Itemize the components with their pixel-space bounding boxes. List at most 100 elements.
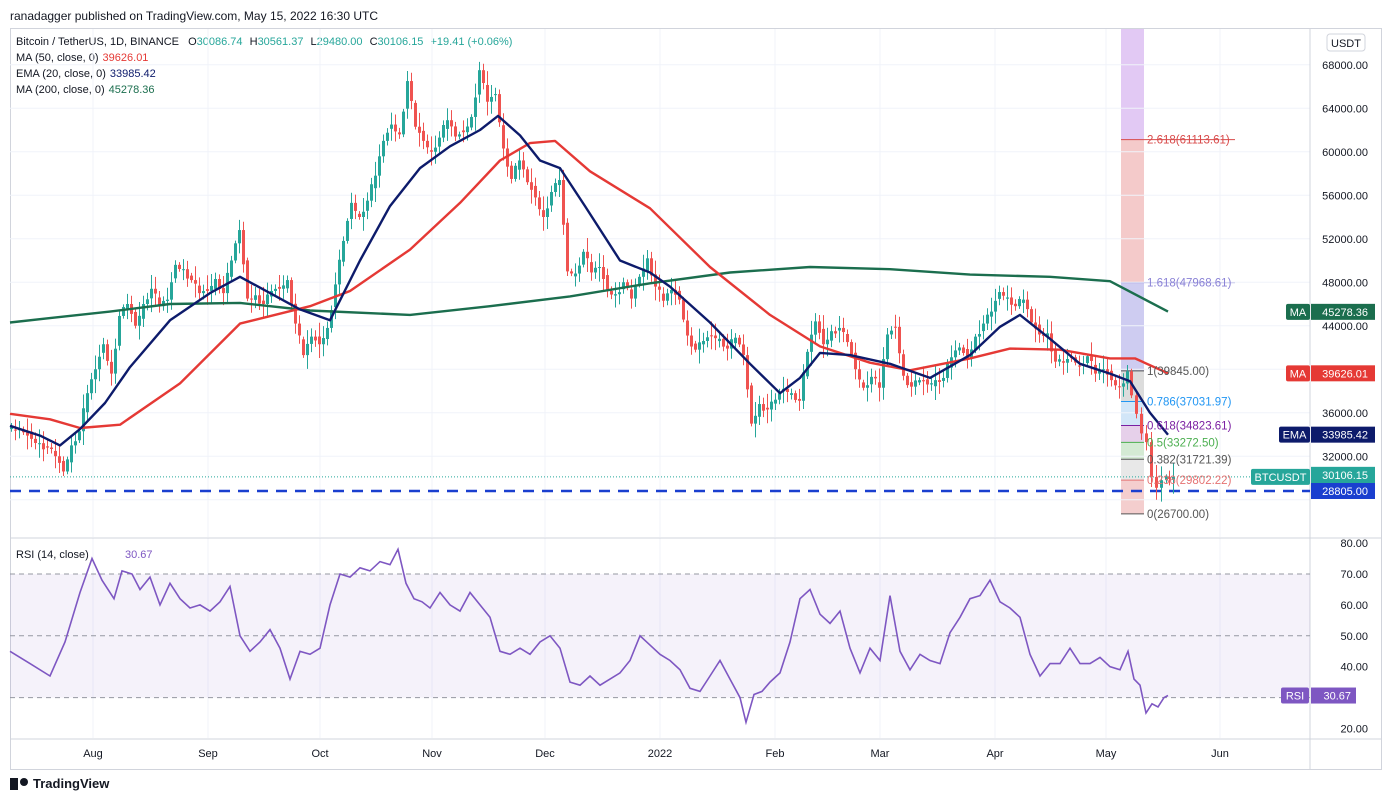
candle-body (154, 288, 157, 294)
candle-body (602, 267, 605, 279)
candle-body (978, 334, 981, 337)
candle-body (666, 293, 669, 301)
candle-body (494, 94, 497, 96)
fib-zone (1121, 139, 1144, 283)
candle-body (790, 393, 793, 395)
price-badge-value: 39626.01 (1322, 368, 1368, 380)
candle-body (1062, 361, 1065, 363)
ma200-line (9, 265, 1169, 324)
line-tag (1286, 303, 1310, 320)
candle-body (46, 446, 49, 448)
fib-zone (1121, 282, 1144, 371)
ohlc-close-label: C (369, 36, 378, 48)
candle-body (450, 120, 453, 127)
candle-body (486, 84, 489, 102)
candle-body (1098, 369, 1101, 374)
candle-body (1172, 476, 1175, 480)
candle-body (942, 377, 945, 381)
currency-badge-box[interactable] (1326, 33, 1366, 52)
candle-body (778, 393, 781, 400)
candle-body (846, 334, 849, 343)
fib-labels: 2.618(61113.61) 1.618(47968.61) 1(39845.00… (1147, 135, 1232, 521)
candle-body (1118, 386, 1121, 388)
candle-body (350, 202, 353, 219)
candle-body (1066, 359, 1069, 363)
candle-body (374, 175, 377, 189)
candle-body (866, 385, 869, 388)
candle-body (62, 460, 65, 472)
candle-body (890, 330, 893, 335)
tradingview-logo[interactable]: TradingView (10, 776, 109, 791)
candle-body (1050, 333, 1053, 352)
candle-body (254, 295, 257, 300)
candle-body (58, 456, 61, 463)
price-badge (1311, 365, 1375, 382)
line-tag (1279, 426, 1310, 443)
candle-body (814, 321, 817, 335)
candle-body (286, 280, 289, 289)
candle-body (914, 380, 917, 387)
candle-body (578, 265, 581, 274)
candle-body (1122, 383, 1125, 387)
ohlc-close: 30106.15 (377, 36, 424, 48)
candle-body (822, 328, 825, 345)
candle-body (182, 269, 185, 271)
candle-body (210, 285, 213, 291)
candle-body (582, 251, 585, 265)
rsi-value-badge-text: 30.67 (1323, 691, 1351, 703)
candle-body (326, 327, 329, 340)
candle-body (410, 81, 413, 101)
candle-body (1042, 334, 1045, 336)
candle-body (218, 278, 221, 289)
candle-body (510, 165, 513, 179)
time-tick-label: Mar (871, 748, 890, 760)
fib-label: 2.618(61113.61) (1147, 135, 1230, 147)
candle-body (938, 380, 941, 382)
line-tag (1251, 468, 1310, 485)
price-axis: 68000.00 64000.00 60000.00 56000.00 52000.00… (1322, 60, 1368, 464)
legend-ema20[interactable]: EMA (20, close, 0) 33985.42 (16, 68, 156, 80)
candle-body (446, 120, 449, 129)
price-tick-label: 36000.00 (1322, 408, 1368, 420)
candle-body (570, 271, 573, 274)
candle-body (910, 382, 913, 387)
price-tick-label: 32000.00 (1322, 451, 1368, 463)
currency-badge[interactable]: USDT (1331, 38, 1361, 50)
candle-body (806, 351, 809, 377)
candle-body (162, 300, 165, 307)
candle-body (118, 315, 121, 346)
candle-body (378, 156, 381, 176)
candle-body (842, 327, 845, 333)
candle-body (90, 379, 93, 394)
candle-body (1160, 480, 1163, 488)
candle-body (894, 326, 897, 328)
candle-body (750, 385, 753, 424)
candle-body (414, 102, 417, 127)
candle-body (794, 393, 797, 400)
candle-body (354, 202, 357, 211)
legend-ma200[interactable]: MA (200, close, 0) 45278.36 (16, 84, 155, 96)
ohlc-high: 30561.37 (257, 36, 304, 48)
legend-ma50[interactable]: MA (50, close, 0) 39626.01 (16, 52, 148, 64)
candle-body (426, 140, 429, 148)
fib-label: 0.236(29802.22) (1147, 475, 1232, 487)
rsi-line (9, 547, 1169, 726)
candle-body (622, 282, 625, 290)
candle-body (278, 286, 281, 289)
candle-body (682, 299, 685, 320)
candle-body (1054, 348, 1057, 362)
candle-body (122, 307, 125, 316)
price-tick-label: 68000.00 (1322, 60, 1368, 72)
candle-body (238, 230, 241, 244)
candle-body (94, 369, 97, 380)
fib-label: 0(26700.00) (1147, 509, 1209, 521)
candle-body (298, 323, 301, 336)
candle-body (610, 290, 613, 295)
time-tick-label: Sep (198, 748, 218, 760)
candle-body (746, 355, 749, 390)
candle-body (454, 126, 457, 137)
symbol-name[interactable]: Bitcoin / TetherUS, 1D, BINANCE (16, 36, 180, 48)
candle-body (1090, 356, 1093, 361)
candle-body (190, 275, 193, 281)
